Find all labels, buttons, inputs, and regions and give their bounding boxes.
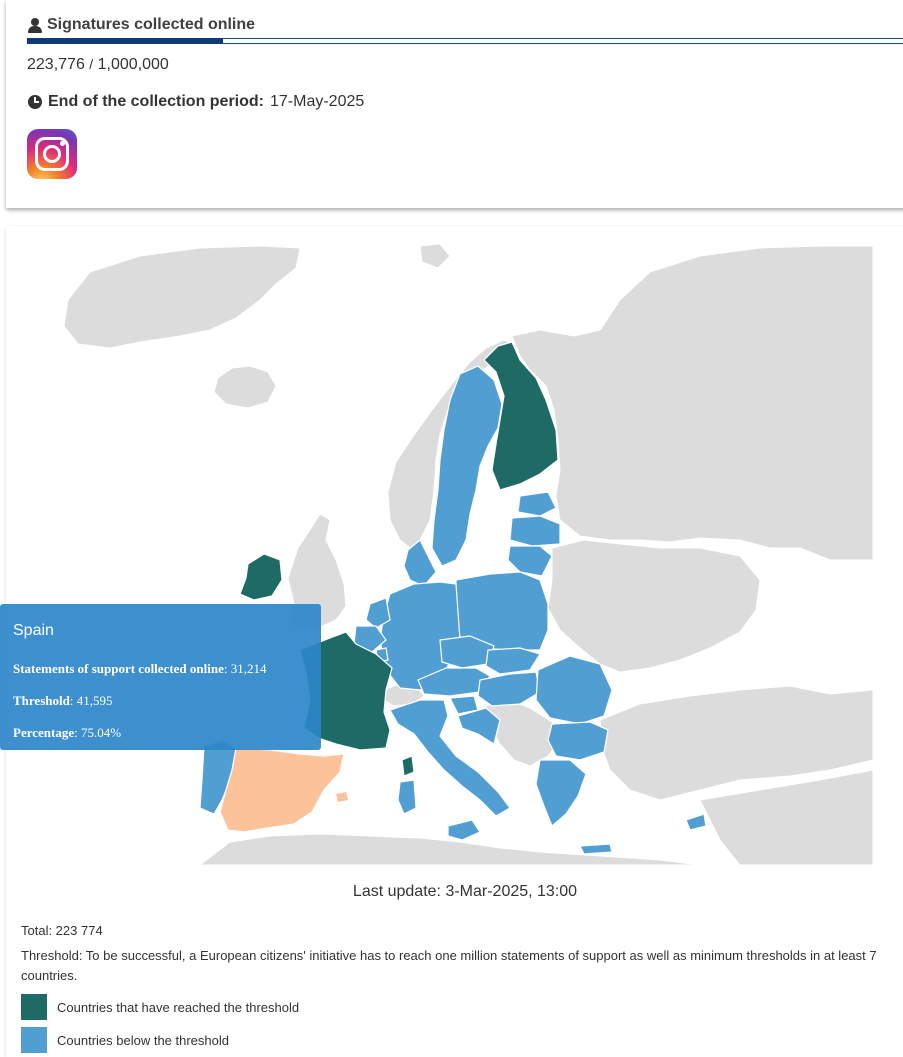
legend-reached: Countries that have reached the threshol…: [21, 994, 299, 1020]
tooltip-country: Spain: [13, 622, 54, 639]
country-corsica[interactable]: [401, 755, 415, 777]
country-finland[interactable]: [483, 341, 559, 491]
legend-label-reached: Countries that have reached the threshol…: [57, 999, 300, 1015]
country-estonia[interactable]: [517, 491, 557, 517]
progress-fill: [27, 38, 224, 44]
total-count: Total: 223 774: [21, 923, 103, 938]
greenland: [63, 245, 301, 349]
legend-swatch-below: [21, 1027, 47, 1053]
count-separator: /: [89, 56, 94, 72]
country-italy[interactable]: [389, 699, 511, 817]
legend-below: Countries below the threshold: [21, 1027, 229, 1053]
country-lithuania[interactable]: [507, 545, 553, 577]
middle-east: [699, 769, 874, 866]
user-icon: [28, 17, 42, 33]
country-denmark[interactable]: [403, 539, 437, 587]
tooltip-row-percentage: Percentage: 75.04%: [13, 725, 122, 740]
balearic-islands: [336, 792, 348, 802]
country-ireland[interactable]: [239, 553, 283, 601]
legend-label-below: Countries below the threshold: [57, 1032, 229, 1048]
country-croatia[interactable]: [457, 707, 501, 745]
country-crete[interactable]: [579, 843, 613, 855]
end-label: End of the collection period:: [48, 93, 264, 110]
clock-icon: [28, 95, 42, 109]
country-belgium[interactable]: [353, 625, 387, 653]
country-slovakia[interactable]: [485, 647, 541, 675]
country-netherlands[interactable]: [365, 597, 391, 629]
balkans: [485, 699, 561, 767]
europe-map: [63, 243, 874, 866]
last-update: Last update: 3-Mar-2025, 13:00: [352, 883, 578, 900]
svalbard: [419, 243, 451, 269]
signature-progress-bar: [27, 38, 903, 44]
end-date: 17-May-2025: [270, 93, 365, 110]
country-tooltip: Spain Statements of support collected on…: [0, 604, 321, 750]
signature-card: Signatures collected online 223,776 / 1,…: [6, 0, 903, 208]
country-romania[interactable]: [535, 655, 613, 725]
country-latvia[interactable]: [509, 515, 561, 547]
north-africa: [198, 833, 701, 866]
iceland: [213, 365, 277, 409]
russia-north: [511, 245, 874, 561]
signatures-title: Signatures collected online: [47, 16, 256, 33]
tooltip-row-collected: Statements of support collected online: …: [13, 661, 267, 676]
legend-swatch-reached: [21, 994, 47, 1020]
country-bulgaria[interactable]: [547, 721, 609, 761]
belarus-ukraine: [547, 539, 761, 673]
threshold-note: Threshold: To be successful, a European …: [21, 948, 877, 983]
signatures-heading: Signatures collected online: [28, 14, 255, 36]
signature-count: 223,776 / 1,000,000: [27, 56, 169, 74]
country-greece[interactable]: [535, 759, 587, 828]
country-hungary[interactable]: [477, 671, 541, 707]
country-sweden[interactable]: [431, 365, 503, 567]
country-sardinia[interactable]: [397, 779, 417, 815]
country-sicily[interactable]: [447, 819, 481, 841]
collection-end: End of the collection period: 17-May-202…: [28, 93, 364, 111]
tooltip-row-threshold: Threshold: 41,595: [13, 693, 113, 708]
country-spain[interactable]: [219, 747, 345, 833]
country-cyprus[interactable]: [685, 813, 707, 831]
collected-count: 223,776: [27, 56, 85, 73]
caucasus-turkey: [599, 685, 874, 801]
goal-count: 1,000,000: [97, 56, 169, 73]
instagram-icon[interactable]: [27, 129, 77, 179]
